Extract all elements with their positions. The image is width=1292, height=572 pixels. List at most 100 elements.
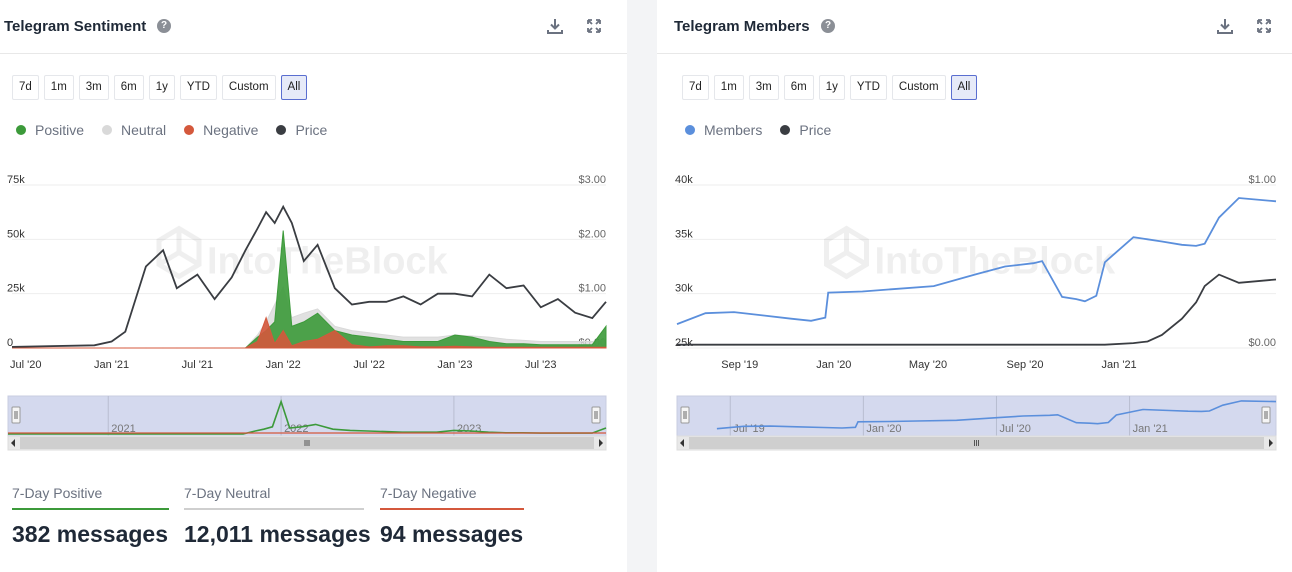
stat-neutral: 7-Day Neutral 12,011 messages xyxy=(184,485,371,548)
series-price-point xyxy=(1096,344,1097,345)
legend-label: Neutral xyxy=(121,122,167,138)
series-members-point xyxy=(976,274,977,275)
series-members-point xyxy=(1161,241,1162,242)
series-price-point xyxy=(257,228,258,229)
legend-label: Negative xyxy=(203,122,259,138)
range-button-all[interactable]: All xyxy=(280,75,308,100)
series-neutral-point xyxy=(489,337,490,338)
range-button-6m[interactable]: 6m xyxy=(783,75,814,100)
series-neutral-point xyxy=(557,341,558,342)
legend-item-price[interactable]: Price xyxy=(276,122,327,138)
series-price-point xyxy=(11,346,12,347)
series-price-point xyxy=(890,344,891,345)
expand-icon[interactable] xyxy=(1255,17,1273,35)
navigator-handle[interactable] xyxy=(591,406,601,424)
range-button-ytd[interactable]: YTD xyxy=(849,75,887,100)
help-icon[interactable]: ? xyxy=(821,19,835,33)
range-button-ytd[interactable]: YTD xyxy=(179,75,217,100)
help-icon[interactable]: ? xyxy=(157,19,171,33)
scroll-left-arrow-icon[interactable] xyxy=(680,439,684,447)
series-members-point xyxy=(862,291,863,292)
telegram-sentiment-panel: Telegram Sentiment ? 7d 1m 3m 6m 1y YTD Custom… xyxy=(0,0,627,572)
series-positive-point xyxy=(506,343,507,344)
series-positive-point xyxy=(386,339,387,340)
navigator-handle[interactable] xyxy=(680,406,690,424)
x-tick-label: Jan '23 xyxy=(437,359,472,371)
navigator-tick-label: Jan '21 xyxy=(1133,423,1168,435)
range-button-1y[interactable]: 1y xyxy=(818,75,845,100)
watermark-text: IntoTheBlock xyxy=(875,241,1117,283)
expand-icon[interactable] xyxy=(585,17,603,35)
series-price-point xyxy=(1076,344,1077,345)
legend-item-negative[interactable]: Negative xyxy=(184,122,258,138)
range-button-1m[interactable]: 1m xyxy=(43,75,74,100)
series-negative-point xyxy=(540,347,541,348)
watermark-logo-icon xyxy=(156,225,202,280)
download-icon[interactable] xyxy=(546,17,564,35)
y-left-tick-label: 75k xyxy=(7,174,25,186)
series-neutral-point xyxy=(303,313,304,314)
range-button-all[interactable]: All xyxy=(950,75,978,100)
y-left-tick-label: 35k xyxy=(675,228,693,240)
series-positive-point xyxy=(317,313,318,314)
x-tick-label: Jan '20 xyxy=(816,359,851,371)
series-price-point xyxy=(1033,344,1034,345)
range-button-7d[interactable]: 7d xyxy=(12,75,39,100)
series-price-line xyxy=(677,273,1277,346)
legend-item-members[interactable]: Members xyxy=(685,122,762,138)
stat-value: 94 messages xyxy=(380,521,524,547)
range-button-custom[interactable]: Custom xyxy=(221,75,276,100)
range-button-3m[interactable]: 3m xyxy=(748,75,779,100)
range-button-1m[interactable]: 1m xyxy=(713,75,744,100)
legend-item-neutral[interactable]: Neutral xyxy=(102,122,166,138)
series-negative-point xyxy=(471,346,472,347)
series-price-point xyxy=(933,344,934,345)
navigator-window[interactable] xyxy=(7,395,607,437)
legend-item-positive[interactable]: Positive xyxy=(16,122,84,138)
range-button-custom[interactable]: Custom xyxy=(891,75,946,100)
series-members-point xyxy=(1204,243,1205,244)
legend-item-price[interactable]: Price xyxy=(780,122,831,138)
download-icon[interactable] xyxy=(1216,17,1234,35)
range-button-3m[interactable]: 3m xyxy=(78,75,109,100)
range-button-7d[interactable]: 7d xyxy=(682,75,709,100)
y-left-tick-label: 0 xyxy=(7,337,13,349)
scroll-right-arrow-icon[interactable] xyxy=(1269,439,1273,447)
watermark: IntoTheBlock xyxy=(156,225,449,283)
y-right-tick-label: $3.00 xyxy=(578,174,606,186)
range-button-1y[interactable]: 1y xyxy=(148,75,175,100)
series-negative-point xyxy=(334,330,335,331)
series-members-point xyxy=(1238,197,1239,198)
y-right-tick-label: $1.00 xyxy=(578,283,606,295)
members-chart: 25k 30k 35k 40k $0.00 $1.00 IntoTheBlock Sep '1… xyxy=(675,174,1277,451)
scroll-right-arrow-icon[interactable] xyxy=(599,439,603,447)
series-price-point xyxy=(976,344,977,345)
series-price-point xyxy=(274,222,275,223)
watermark-text: IntoTheBlock xyxy=(207,241,449,283)
series-price-point xyxy=(557,299,558,300)
x-tick-label: May '20 xyxy=(909,359,947,371)
series-positive-point xyxy=(489,341,490,342)
navigator-handle[interactable] xyxy=(1261,406,1271,424)
series-members-line xyxy=(676,197,1277,325)
series-positive-point xyxy=(420,341,421,342)
series-negative-point xyxy=(274,343,275,344)
navigator-window[interactable] xyxy=(676,395,1277,437)
watermark: IntoTheBlock xyxy=(824,225,1117,283)
scroll-left-arrow-icon[interactable] xyxy=(11,439,15,447)
navigator-handle[interactable] xyxy=(11,406,21,424)
legend-dot xyxy=(780,125,791,135)
stat-value: 382 messages xyxy=(12,521,169,547)
series-members-point xyxy=(1061,296,1062,297)
range-button-6m[interactable]: 6m xyxy=(113,75,144,100)
series-members-point xyxy=(1181,244,1182,245)
series-price-point xyxy=(265,212,266,213)
series-price-point xyxy=(1147,341,1148,342)
x-tick-label: Jan '21 xyxy=(94,359,129,371)
series-price-point xyxy=(111,341,112,342)
series-members-point xyxy=(1084,301,1085,302)
series-negative-point xyxy=(283,330,284,331)
y-left-tick-label: 40k xyxy=(675,174,693,186)
y-left-tick-label: 50k xyxy=(7,228,25,240)
series-price-point xyxy=(762,344,763,345)
